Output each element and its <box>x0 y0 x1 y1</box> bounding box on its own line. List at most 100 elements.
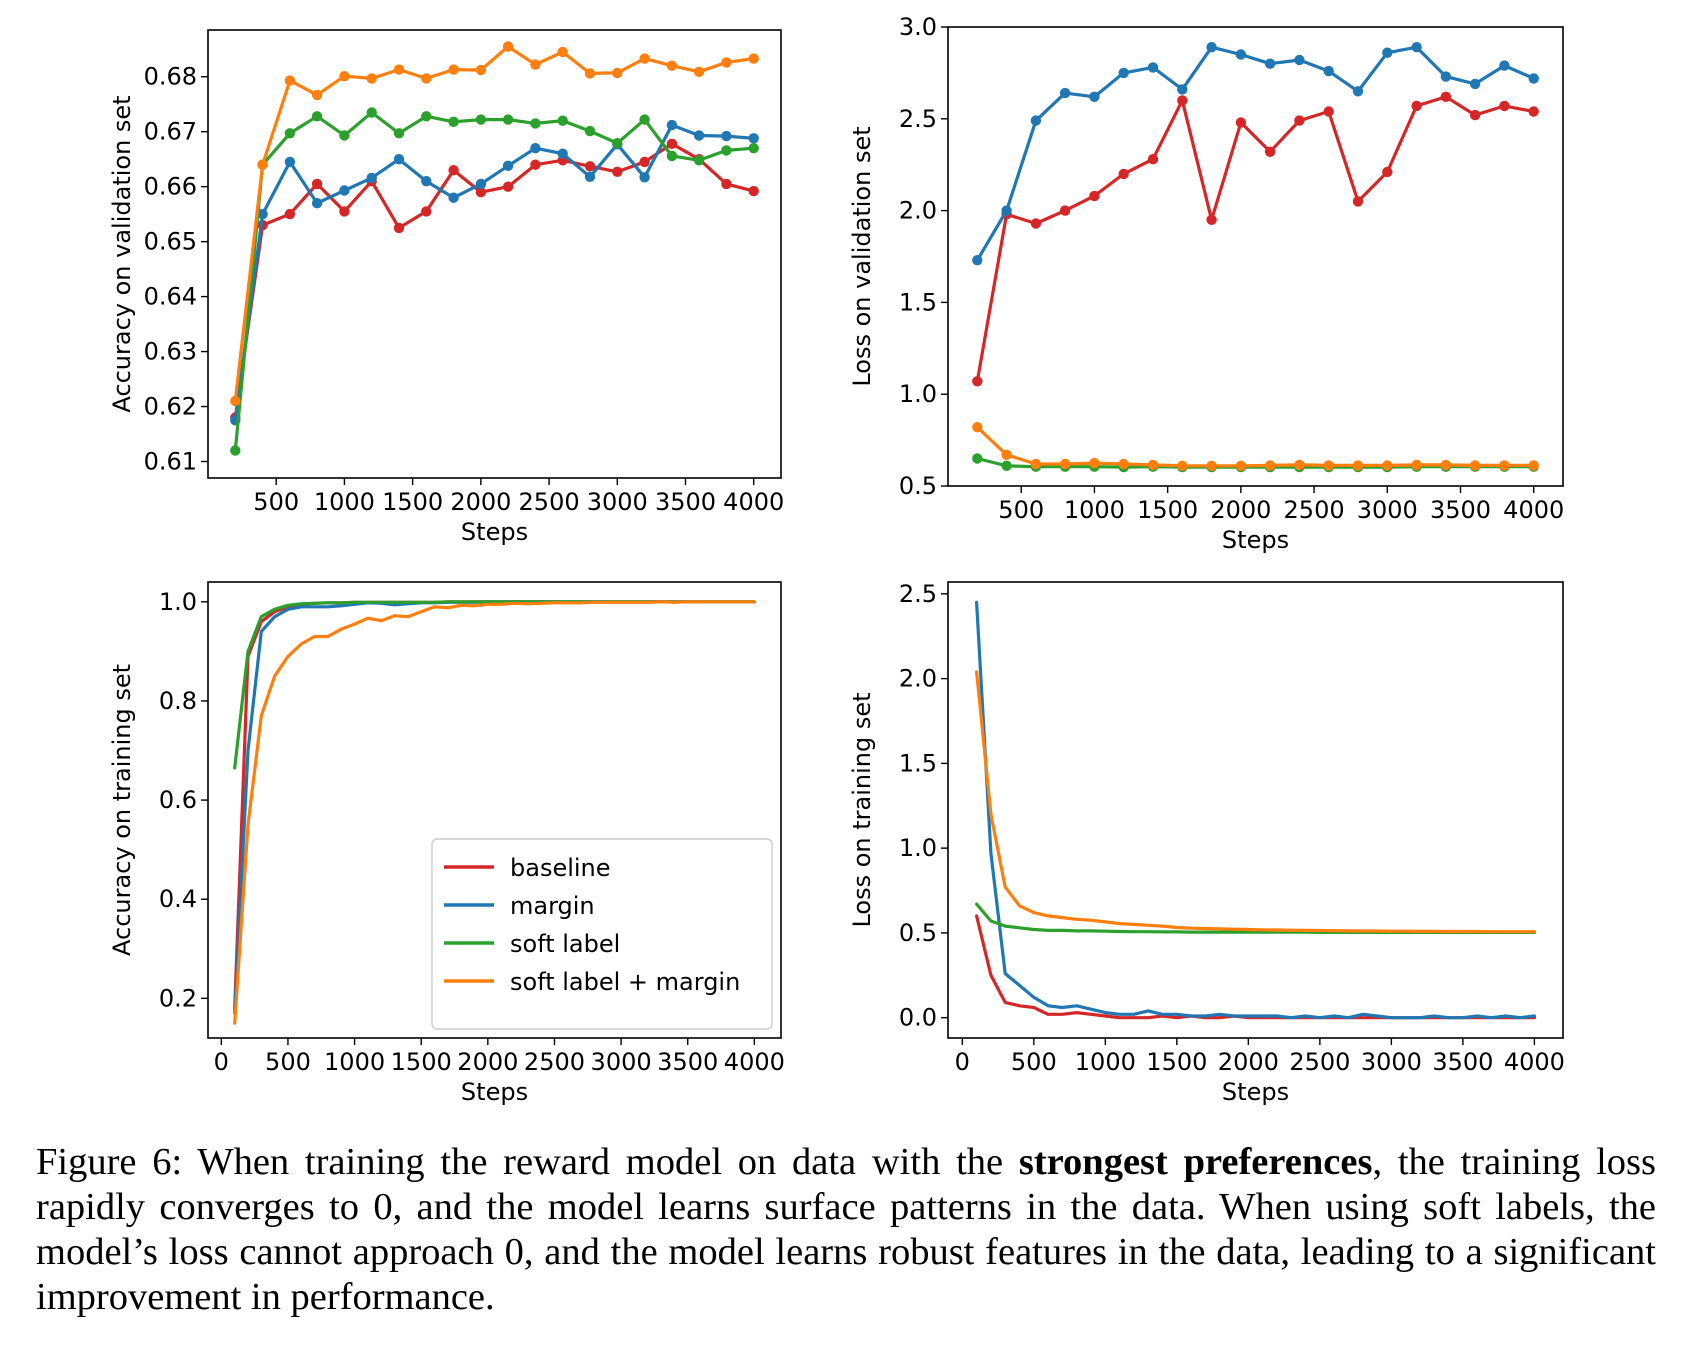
data-point <box>612 166 623 177</box>
chart-validation-loss: 500 1000 1500 2000 2500 3000 3500 4000 0.5 1.0 1.5… <box>848 13 1564 554</box>
data-point <box>639 114 650 125</box>
data-point <box>1352 86 1364 97</box>
x-tick-label: 0 <box>214 1048 229 1076</box>
data-point <box>666 119 678 131</box>
data-point <box>748 143 759 154</box>
data-point <box>1147 459 1159 471</box>
data-point <box>1089 91 1100 103</box>
data-point <box>1469 109 1481 121</box>
series-line-margin <box>233 123 756 422</box>
y-tick-label: 0.62 <box>144 393 197 421</box>
data-point <box>1499 100 1510 112</box>
data-point <box>421 111 432 122</box>
data-point <box>972 422 983 433</box>
x-tick-label: 4000 <box>1503 496 1564 524</box>
data-point <box>612 138 623 149</box>
y-tick-label: 2.0 <box>899 665 937 693</box>
x-tick-label: 1500 <box>1137 496 1198 524</box>
x-tick-label: 3500 <box>657 1048 718 1076</box>
y-tick-label: 2.5 <box>899 105 937 133</box>
data-point <box>530 118 541 129</box>
data-point <box>557 148 568 159</box>
x-tick-label: 1000 <box>1064 496 1125 524</box>
y-tick-label: 2.5 <box>899 580 937 608</box>
x-tick-label: 2000 <box>1218 1048 1279 1076</box>
x-axis-label: Steps <box>1222 1078 1289 1106</box>
data-point <box>393 154 405 165</box>
data-point <box>393 64 405 75</box>
series-soft-label-margin <box>974 670 1537 934</box>
data-point <box>311 89 323 101</box>
series-soft-label-margin <box>972 422 1539 471</box>
plot-frame <box>207 29 782 479</box>
y-tick-label: 0.66 <box>144 173 197 201</box>
data-point <box>366 73 377 84</box>
plot-frame <box>207 581 782 1039</box>
data-point <box>666 150 678 162</box>
series-margin <box>972 42 1539 266</box>
data-point <box>666 138 678 149</box>
data-point <box>1030 115 1042 126</box>
data-point <box>1440 459 1452 471</box>
x-tick-label: 4000 <box>1504 1048 1565 1076</box>
data-point <box>1177 95 1188 106</box>
series-line-soft-label <box>233 600 756 770</box>
y-tick-label: 1.5 <box>899 749 937 777</box>
data-point <box>584 171 596 182</box>
data-point <box>1528 460 1539 471</box>
data-point <box>1469 460 1481 471</box>
data-point <box>584 161 596 172</box>
chart-training-accuracy: 0 500 1000 1500 2000 2500 3000 3500 4000 0.2 0.4 0.… <box>108 581 785 1106</box>
y-tick-label: 0.61 <box>144 448 197 476</box>
data-point <box>721 57 732 68</box>
legend: baseline margin soft label soft label + mar… <box>431 838 773 1030</box>
data-point <box>1001 449 1012 460</box>
data-point <box>366 107 377 118</box>
x-axis-label: Steps <box>461 518 528 546</box>
data-point <box>421 73 432 84</box>
x-tick-label: 3000 <box>591 1048 652 1076</box>
y-tick-label: 0.8 <box>159 687 197 715</box>
x-tick-label: 2500 <box>519 488 580 516</box>
series-soft-label <box>233 600 756 770</box>
data-point <box>230 395 241 407</box>
caption-suffix: , the training loss rapidly converges to… <box>36 1141 1656 1318</box>
data-point <box>339 206 350 217</box>
caption-bold-phrase: strongest preferences <box>1018 1141 1373 1183</box>
series-line-baseline <box>233 142 756 420</box>
data-point <box>421 176 432 187</box>
x-tick-label: 4000 <box>724 1048 785 1076</box>
data-point <box>311 178 323 190</box>
data-point <box>1411 459 1422 471</box>
data-point <box>530 59 541 70</box>
data-point <box>1323 460 1334 471</box>
data-point <box>1323 106 1334 117</box>
data-point <box>257 159 268 170</box>
data-point <box>1264 58 1276 69</box>
data-point <box>721 178 732 190</box>
data-point <box>748 133 759 144</box>
data-point <box>584 125 596 137</box>
data-point <box>311 111 323 122</box>
data-point <box>1206 42 1217 53</box>
data-point <box>1001 205 1012 216</box>
x-tick-label: 3000 <box>1361 1048 1422 1076</box>
data-point <box>1177 84 1188 95</box>
x-tick-label: 2500 <box>1284 496 1345 524</box>
y-tick-label: 0.4 <box>159 885 197 913</box>
legend-label-soft-label: soft label <box>510 930 620 958</box>
data-point <box>1382 460 1393 471</box>
chart-validation-accuracy: 500 1000 1500 2000 2500 3000 3500 4000 0.61 0.62 0… <box>108 29 784 546</box>
series-soft-label <box>230 107 759 456</box>
x-tick-label: 2000 <box>1210 496 1271 524</box>
series-margin <box>230 119 759 426</box>
data-point <box>1001 460 1012 471</box>
data-point <box>1294 115 1305 126</box>
data-point <box>1440 91 1452 103</box>
data-point <box>1059 458 1071 470</box>
legend-label-soft-label-margin: soft label + margin <box>510 968 740 996</box>
x-tick-label: 1000 <box>314 488 375 516</box>
y-tick-label: 0.2 <box>159 984 197 1012</box>
data-point <box>393 128 405 139</box>
x-tick-label: 500 <box>998 496 1044 524</box>
